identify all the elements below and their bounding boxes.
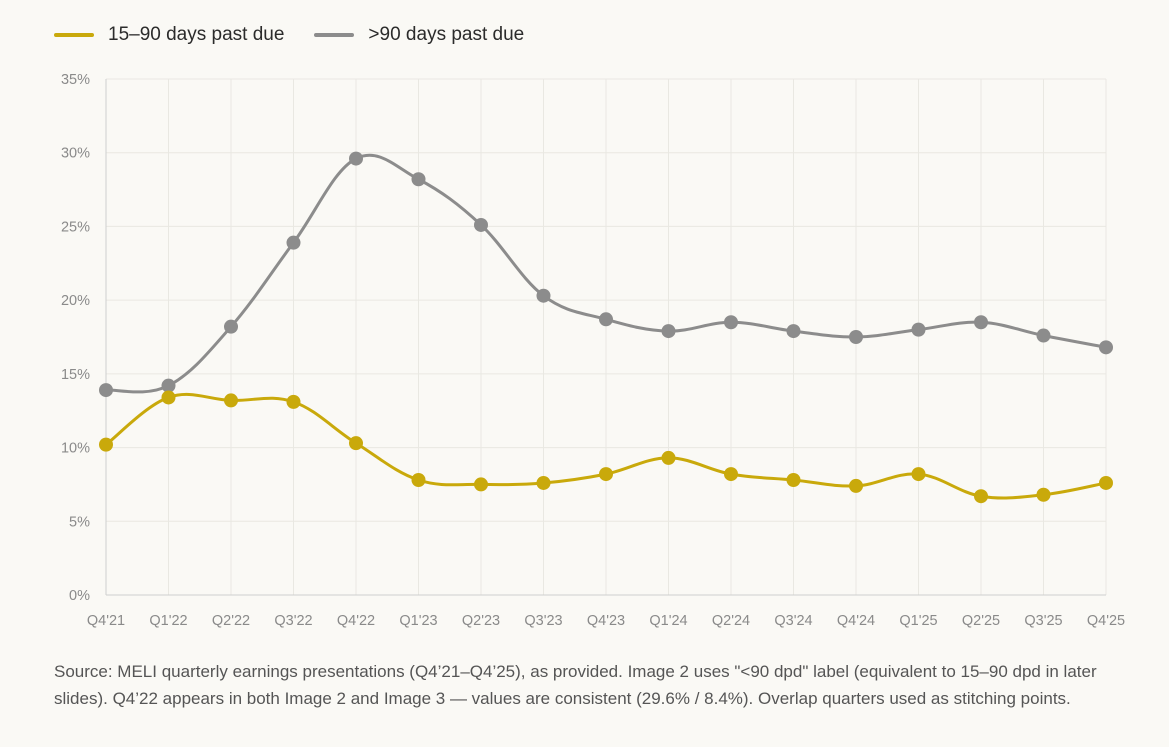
x-tick-label: Q1'23: [399, 613, 437, 629]
x-tick-label: Q4'21: [87, 613, 125, 629]
data-point-15-90-days: [724, 467, 738, 482]
x-tick-label: Q2'24: [712, 613, 750, 629]
data-point-15-90-days: [849, 478, 863, 493]
y-tick-label: 20%: [61, 293, 90, 309]
y-tick-label: 25%: [61, 219, 90, 235]
x-tick-label: Q4'23: [587, 613, 625, 629]
data-point-15-90-days: [474, 477, 488, 492]
data-point-15-90-days: [661, 450, 676, 465]
x-tick-label: Q1'22: [149, 613, 187, 629]
data-point-over-90-days: [411, 172, 426, 187]
data-point-over-90-days: [1099, 340, 1113, 355]
data-point-over-90-days: [99, 383, 113, 398]
y-tick-label: 0%: [69, 588, 90, 604]
legend-label-15-90-days: 15–90 days past due: [108, 24, 285, 45]
data-point-over-90-days: [349, 151, 363, 166]
legend-swatch-over-90-days: [314, 33, 355, 37]
y-tick-label: 30%: [61, 146, 90, 162]
data-point-15-90-days: [99, 437, 113, 452]
data-point-15-90-days: [286, 394, 301, 409]
data-point-over-90-days: [724, 315, 738, 330]
x-tick-label: Q1'25: [899, 613, 937, 629]
y-tick-label: 35%: [61, 72, 90, 88]
data-point-over-90-days: [161, 378, 176, 393]
x-tick-label: Q2'22: [212, 613, 250, 629]
data-point-15-90-days: [599, 467, 613, 482]
data-point-15-90-days: [974, 489, 988, 504]
legend-label-over-90-days: >90 days past due: [368, 24, 525, 45]
data-point-15-90-days: [911, 467, 926, 482]
data-point-15-90-days: [161, 390, 176, 405]
x-tick-label: Q1'24: [649, 613, 687, 629]
legend-item-15-90-days[interactable]: 15–90 days past due: [54, 24, 284, 46]
x-tick-label: Q3'23: [524, 613, 562, 629]
data-point-15-90-days: [411, 473, 426, 488]
data-point-over-90-days: [786, 324, 801, 339]
legend: 15–90 days past due >90 days past due: [54, 24, 524, 46]
x-tick-label: Q3'25: [1024, 613, 1062, 629]
legend-item-over-90-days[interactable]: >90 days past due: [314, 24, 524, 46]
data-point-over-90-days: [286, 235, 301, 250]
data-point-over-90-days: [911, 322, 926, 337]
data-point-over-90-days: [1036, 328, 1051, 343]
x-tick-label: Q4'22: [337, 613, 375, 629]
x-tick-label: Q4'25: [1087, 613, 1125, 629]
data-point-15-90-days: [786, 473, 801, 488]
y-tick-label: 15%: [61, 367, 90, 383]
data-point-15-90-days: [536, 475, 551, 490]
x-tick-label: Q3'22: [274, 613, 312, 629]
data-point-over-90-days: [536, 288, 551, 303]
y-tick-label: 10%: [61, 441, 90, 457]
data-point-over-90-days: [974, 315, 988, 330]
data-point-15-90-days: [1036, 487, 1051, 502]
data-point-15-90-days: [1099, 475, 1113, 490]
x-tick-label: Q3'24: [774, 613, 812, 629]
data-point-over-90-days: [661, 324, 676, 339]
data-point-15-90-days: [224, 393, 238, 408]
x-tick-label: Q4'24: [837, 613, 875, 629]
data-point-over-90-days: [849, 330, 863, 344]
x-tick-label: Q2'23: [462, 613, 500, 629]
x-tick-label: Q2'25: [962, 613, 1000, 629]
data-point-over-90-days: [599, 312, 613, 327]
data-point-over-90-days: [224, 319, 238, 334]
source-note: Source: MELI quarterly earnings presenta…: [54, 662, 1097, 708]
y-tick-label: 5%: [69, 514, 90, 530]
line-chart: 0% 5% 10% 15% 20% 25% 30% 35% Q4'21 Q1'22 Q2'22 Q3'…: [61, 72, 1125, 629]
data-point-15-90-days: [349, 436, 363, 451]
legend-swatch-15-90-days: [54, 33, 94, 37]
data-point-over-90-days: [474, 217, 488, 232]
